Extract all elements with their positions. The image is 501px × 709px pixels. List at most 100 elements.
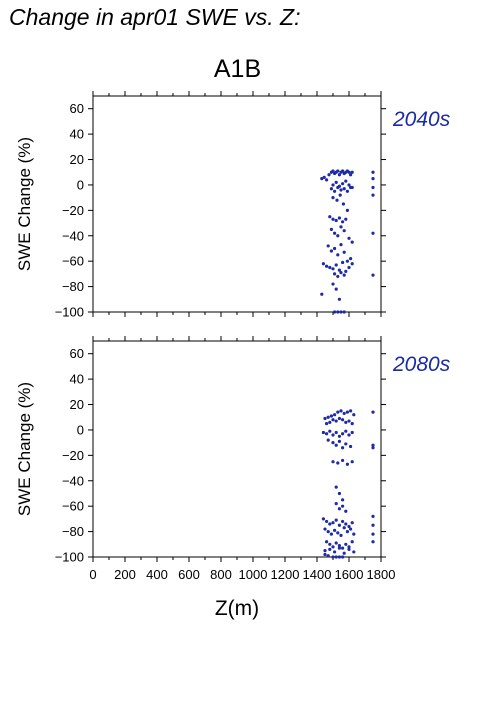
data-point	[320, 176, 324, 181]
y-tick-label: −100	[55, 305, 84, 320]
data-point	[352, 532, 356, 536]
data-point	[337, 543, 341, 548]
data-point	[371, 443, 375, 447]
data-point	[350, 240, 354, 244]
x-axis-label: Z(m)	[215, 597, 259, 620]
data-point	[349, 257, 353, 261]
data-point	[331, 418, 335, 422]
data-point	[336, 185, 340, 190]
data-point	[342, 411, 346, 416]
chart-panel-1: −100 −80 −60 −40 −20 0 20 40 60 SWE Change (%) 204…	[15, 91, 451, 320]
data-point	[329, 532, 333, 536]
data-point	[334, 485, 338, 489]
data-point	[328, 215, 332, 219]
data-point	[342, 273, 346, 277]
data-point	[347, 183, 351, 187]
x-tick-label: 800	[210, 567, 232, 582]
data-point	[329, 414, 333, 418]
data-point	[339, 271, 343, 275]
data-point	[347, 236, 351, 240]
y-tick-label: −60	[62, 254, 84, 269]
y-tick-label: −100	[55, 550, 84, 565]
data-point	[336, 461, 340, 465]
data-point	[328, 429, 332, 433]
data-point	[344, 509, 348, 513]
data-point	[344, 179, 348, 183]
data-point	[371, 410, 375, 414]
data-point	[327, 173, 331, 177]
data-point	[336, 169, 340, 173]
y-tick-label: −40	[62, 473, 84, 488]
data-point	[326, 244, 330, 248]
data-point	[338, 193, 342, 197]
data-point	[325, 421, 329, 426]
data-point	[349, 185, 353, 190]
data-point	[334, 287, 338, 291]
data-point	[322, 175, 326, 179]
data-point	[345, 462, 349, 466]
y-tick-label: 60	[70, 346, 84, 361]
data-point	[333, 231, 337, 235]
data-point	[336, 274, 340, 279]
data-point	[331, 433, 335, 437]
data-point	[334, 541, 338, 545]
data-point	[337, 416, 341, 421]
data-point	[350, 262, 354, 266]
period-annotation: 2080s	[392, 353, 451, 376]
data-point	[325, 264, 329, 268]
data-point	[337, 268, 341, 272]
data-point	[334, 419, 338, 423]
x-tick-label: 400	[146, 567, 168, 582]
data-point	[334, 443, 338, 447]
x-tick-label: 200	[114, 567, 136, 582]
data-point	[347, 265, 351, 270]
data-point	[350, 521, 354, 525]
y-tick-label: 20	[70, 152, 84, 167]
data-point	[337, 491, 341, 496]
data-point	[325, 540, 329, 544]
data-point	[347, 433, 351, 437]
data-point	[344, 542, 348, 546]
data-point	[336, 531, 340, 535]
data-point	[345, 410, 349, 414]
data-point	[323, 416, 327, 421]
data-point	[337, 434, 341, 438]
data-point	[334, 430, 338, 435]
scenario-label: A1B	[213, 55, 262, 83]
data-point	[331, 545, 335, 549]
data-point	[337, 297, 341, 301]
data-point	[334, 180, 338, 184]
data-point	[329, 249, 333, 253]
data-point	[345, 208, 349, 212]
data-point	[341, 418, 345, 422]
data-point	[337, 555, 341, 559]
data-point	[345, 259, 349, 263]
data-point	[331, 183, 335, 187]
data-point	[329, 227, 333, 232]
data-point	[341, 182, 345, 186]
data-point	[342, 229, 346, 233]
data-point	[342, 250, 346, 254]
data-point	[323, 549, 327, 553]
y-axis-label: SWE Change (%)	[15, 382, 34, 516]
y-tick-label: 40	[70, 127, 84, 142]
data-point	[328, 265, 332, 270]
data-point	[341, 519, 345, 524]
data-point	[345, 189, 349, 193]
period-annotation: 2040s	[392, 108, 451, 131]
y-tick-label: −60	[62, 499, 84, 514]
data-point	[326, 415, 330, 419]
data-point	[333, 246, 337, 251]
data-point	[371, 514, 375, 518]
plot-frame	[92, 340, 382, 558]
data-point	[341, 432, 345, 436]
data-point	[334, 502, 338, 506]
data-point	[349, 173, 353, 177]
data-point	[331, 267, 335, 271]
data-point	[333, 310, 337, 314]
data-point	[328, 547, 332, 551]
y-tick-label: 40	[70, 372, 84, 387]
data-point	[347, 524, 351, 529]
data-point	[344, 429, 348, 433]
